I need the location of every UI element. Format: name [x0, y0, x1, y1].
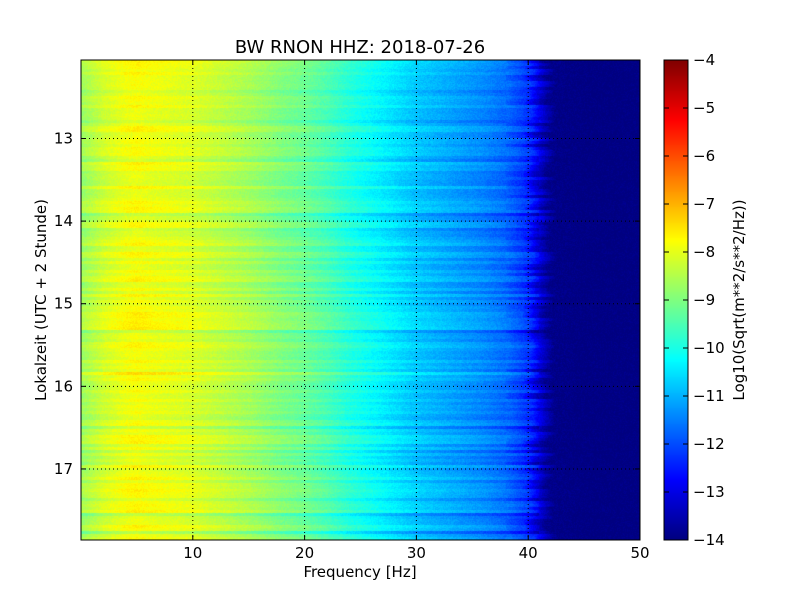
plot-frame	[80, 59, 641, 541]
y-tick-label: 16	[54, 377, 73, 395]
x-tick-label: 10	[183, 544, 202, 562]
colorbar-tick-label: −7	[693, 195, 715, 213]
chart-title: BW RNON HHZ: 2018-07-26	[235, 37, 485, 58]
y-tick-label: 13	[54, 129, 73, 147]
x-axis-ticks: 10 20 30 40 50	[183, 60, 650, 562]
y-tick-label: 17	[54, 460, 73, 478]
y-axis-label: Lokalzeit (UTC + 2 Stunde)	[32, 199, 50, 401]
colorbar-tick-label: −14	[693, 531, 725, 549]
colorbar-tick-label: −10	[693, 339, 725, 357]
grid-lines	[81, 60, 640, 540]
colorbar-tick-label: −8	[693, 243, 715, 261]
x-tick-label: 30	[407, 544, 426, 562]
y-axis-ticks: 13 14 15 16 17	[54, 129, 640, 478]
y-tick-label: 14	[54, 212, 73, 230]
spectrogram-heatmap	[81, 60, 640, 540]
colorbar-tick-label: −12	[693, 435, 725, 453]
colorbar-ticks: −4 −5 −6 −7 −8 −9 −10 −11 −12 −13 −14	[664, 51, 725, 549]
colorbar-tick-label: −9	[693, 291, 715, 309]
x-tick-label: 50	[630, 544, 649, 562]
y-tick-label: 15	[54, 295, 73, 313]
colorbar-tick-label: −6	[693, 147, 715, 165]
plot-area: 10 20 30 40 50 13 14 15 16 17	[54, 59, 650, 562]
colorbar-tick-label: −4	[693, 51, 715, 69]
colorbar: −4 −5 −6 −7 −8 −9 −10 −11 −12 −13 −14	[663, 51, 725, 549]
colorbar-label: Log10(Sqrt(m**2/s**2/Hz))	[730, 199, 748, 400]
colorbar-tick-label: −13	[693, 483, 725, 501]
colorbar-tick-label: −11	[693, 387, 725, 405]
x-tick-label: 40	[519, 544, 538, 562]
x-axis-label: Frequency [Hz]	[303, 563, 416, 581]
colorbar-tick-label: −5	[693, 99, 715, 117]
x-tick-label: 20	[295, 544, 314, 562]
